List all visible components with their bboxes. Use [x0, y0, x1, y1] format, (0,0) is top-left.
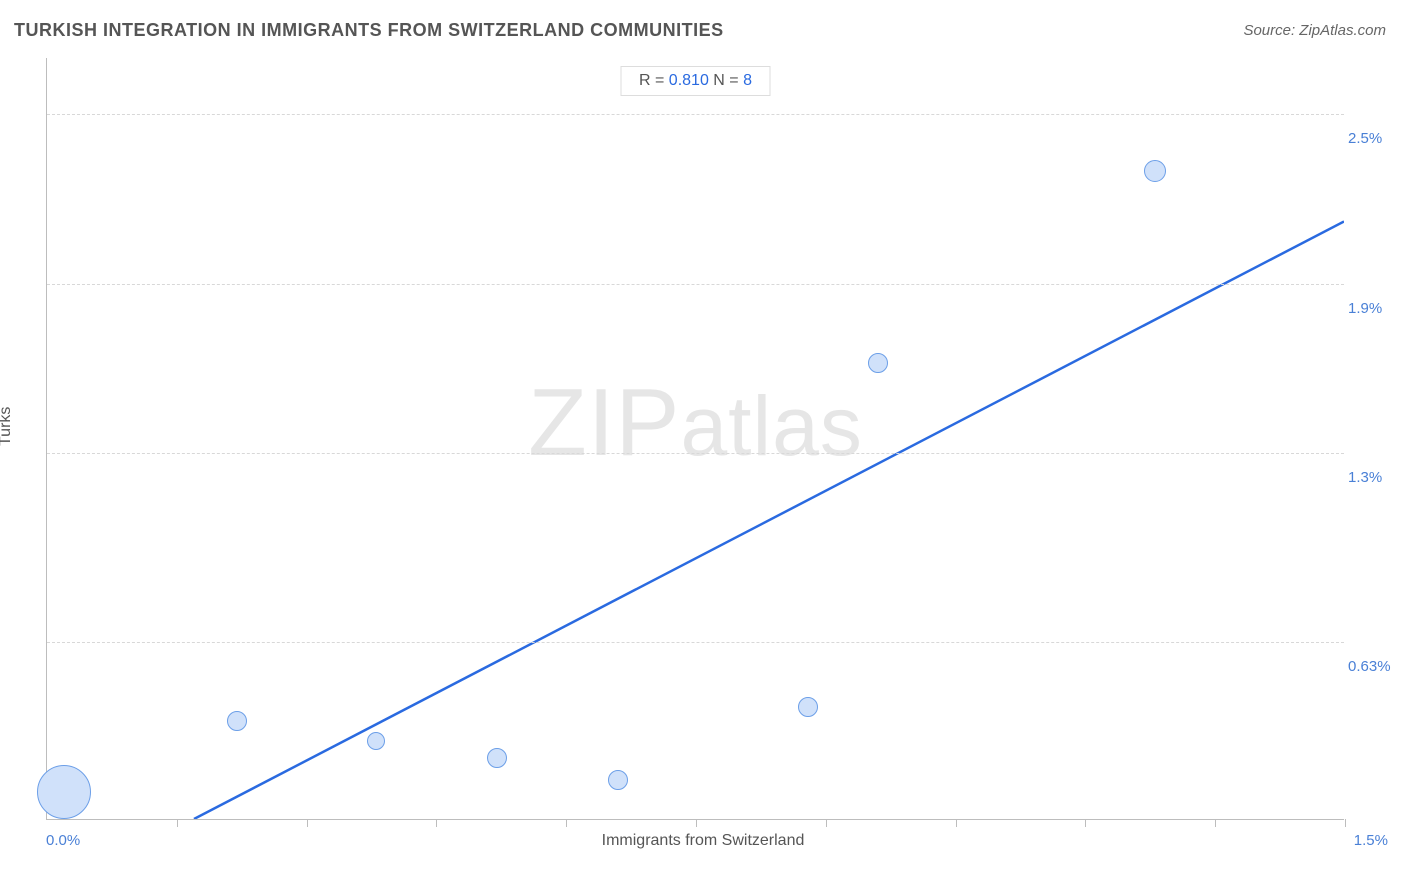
x-tick — [1085, 819, 1086, 827]
data-point — [608, 770, 628, 790]
data-point — [798, 697, 818, 717]
watermark: ZIPatlas — [528, 368, 863, 478]
gridline — [47, 284, 1344, 285]
scatter-plot: ZIPatlas R = 0.810 N = 8 0.63%1.3%1.9%2.… — [46, 58, 1344, 820]
x-tick — [177, 819, 178, 827]
data-point — [487, 748, 507, 768]
data-point — [367, 732, 385, 750]
gridline — [47, 642, 1344, 643]
x-tick — [436, 819, 437, 827]
n-label: N = — [709, 72, 743, 89]
y-tick-label: 1.9% — [1348, 300, 1404, 317]
r-value: 0.810 — [669, 72, 709, 89]
data-point — [1144, 160, 1166, 182]
data-point — [868, 353, 888, 373]
stats-box: R = 0.810 N = 8 — [620, 66, 771, 96]
x-tick — [1345, 819, 1346, 827]
x-axis-label: Immigrants from Switzerland — [0, 832, 1406, 850]
data-point — [37, 765, 91, 819]
y-tick-label: 2.5% — [1348, 130, 1404, 147]
gridline — [47, 453, 1344, 454]
chart-title: TURKISH INTEGRATION IN IMMIGRANTS FROM S… — [14, 20, 724, 41]
r-label: R = — [639, 72, 669, 89]
x-tick — [307, 819, 308, 827]
x-tick — [826, 819, 827, 827]
gridline — [47, 114, 1344, 115]
n-value: 8 — [743, 72, 752, 89]
x-tick — [696, 819, 697, 827]
y-tick-label: 0.63% — [1348, 658, 1404, 675]
x-axis-max-label: 1.5% — [1354, 832, 1388, 849]
x-tick — [566, 819, 567, 827]
source-attribution: Source: ZipAtlas.com — [1243, 22, 1386, 39]
y-axis-label: Turks — [0, 407, 15, 446]
x-tick — [956, 819, 957, 827]
x-tick — [1215, 819, 1216, 827]
data-point — [227, 711, 247, 731]
y-tick-label: 1.3% — [1348, 469, 1404, 486]
